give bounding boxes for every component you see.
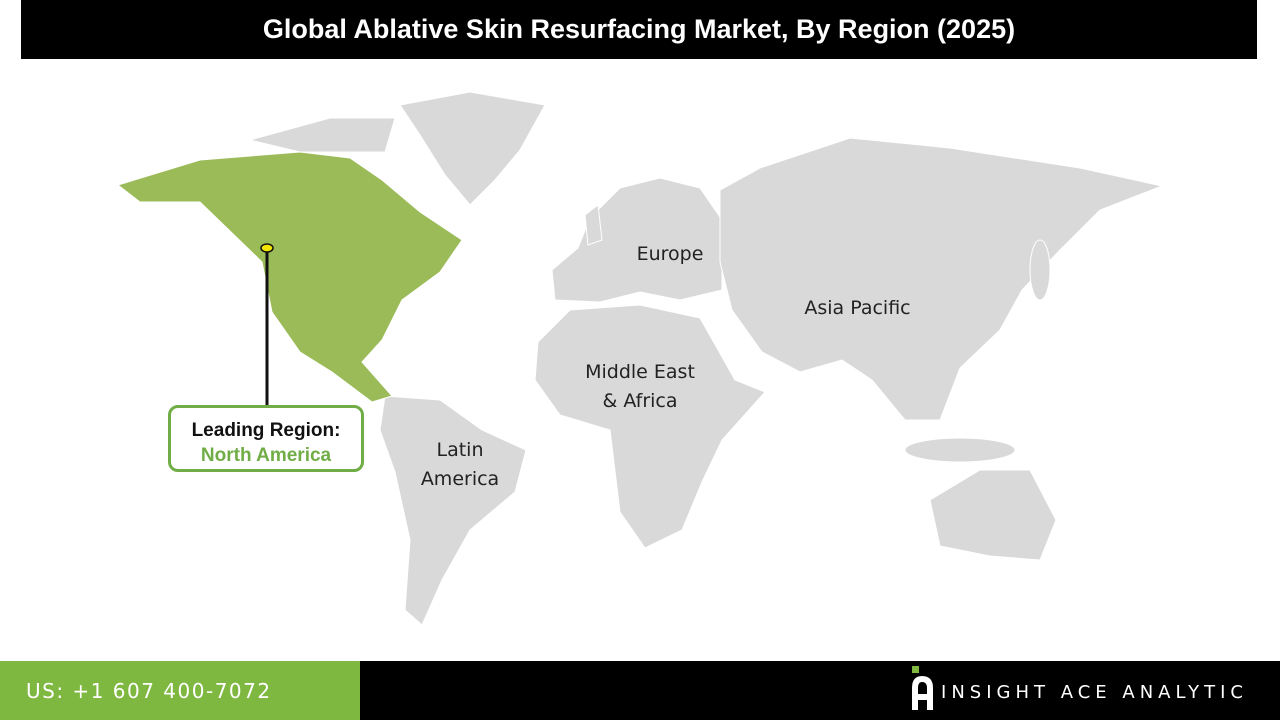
label-mea-line2: & Africa <box>602 390 678 412</box>
arctic-islands <box>249 117 396 153</box>
callout-region: North America <box>200 445 332 466</box>
footer-brand-bar: INSIGHT ACE ANALYTIC <box>360 661 1280 720</box>
label-asia-pacific: Asia Pacific <box>804 297 911 319</box>
label-mea-line1: Middle East <box>585 361 695 383</box>
indonesia <box>904 437 1016 463</box>
label-latin-america: Latin America <box>410 436 510 494</box>
greenland <box>399 91 546 206</box>
logo-icon <box>912 666 933 710</box>
label-latam-line1: Latin <box>436 439 484 461</box>
region-asia-pacific <box>719 137 1164 421</box>
region-north-america <box>116 151 463 403</box>
map-title: Global Ablative Skin Resurfacing Market,… <box>21 0 1257 59</box>
australia <box>929 469 1057 561</box>
brand-name: INSIGHT ACE ANALYTIC <box>941 682 1248 703</box>
location-marker <box>260 243 274 253</box>
footer-phone: US: +1 607 400-7072 <box>0 661 360 720</box>
region-middle-east-africa <box>534 304 766 549</box>
uk <box>584 204 603 246</box>
region-latin-america <box>379 395 527 626</box>
japan <box>1029 239 1051 301</box>
label-europe: Europe <box>636 243 704 265</box>
label-middle-east-africa: Middle East & Africa <box>570 358 710 416</box>
region-europe <box>551 177 723 303</box>
label-latam-line2: America <box>420 468 500 490</box>
callout-heading: Leading Region: <box>191 420 341 441</box>
leading-region-callout: Leading Region: North America <box>168 405 364 472</box>
